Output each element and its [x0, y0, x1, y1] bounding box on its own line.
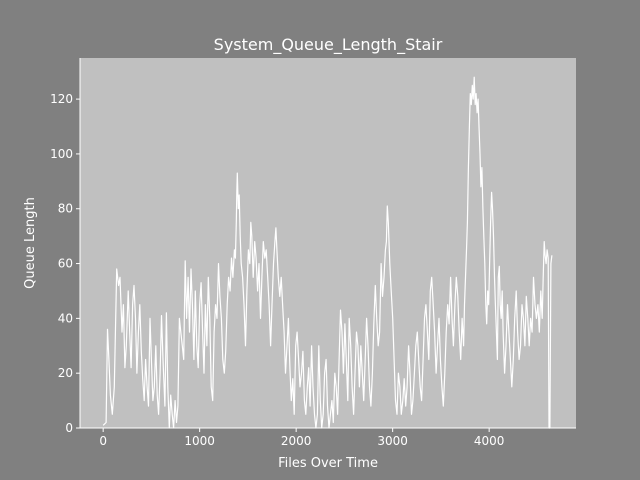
x-tick-label: 2000 [281, 434, 312, 448]
series-layer [102, 76, 553, 429]
y-tick-label: 0 [65, 421, 73, 435]
series-line-0 [102, 76, 553, 429]
x-ticks: 0 1000 2000 3000 4000 [99, 428, 504, 448]
y-ticks: 0 20 40 60 80 100 120 [50, 92, 80, 435]
chart-title: System_Queue_Length_Stair [214, 35, 443, 55]
y-tick-label: 20 [58, 366, 73, 380]
x-tick-label: 3000 [377, 434, 408, 448]
y-tick-label: 40 [58, 311, 73, 325]
y-tick-label: 100 [50, 147, 73, 161]
x-tick-label: 0 [99, 434, 107, 448]
x-tick-label: 4000 [474, 434, 505, 448]
y-tick-label: 60 [58, 257, 73, 271]
x-axis-label: Files Over Time [278, 456, 378, 471]
axes [79, 58, 576, 429]
y-axis-label: Queue Length [23, 197, 38, 289]
x-tick-label: 1000 [184, 434, 215, 448]
y-tick-label: 120 [50, 92, 73, 106]
y-tick-label: 80 [58, 202, 73, 216]
